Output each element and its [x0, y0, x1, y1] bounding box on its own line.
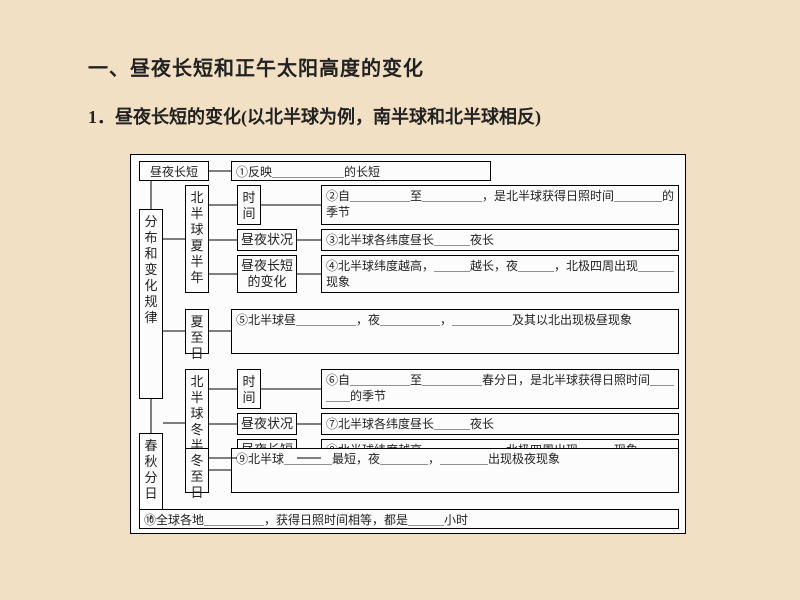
row-7: ⑦北半球各纬度昼长＿＿＿夜长: [321, 413, 679, 435]
node-distribution-rules: 分布和变化规律: [139, 209, 163, 399]
node-summer-solstice: 夏至日: [185, 309, 209, 354]
row-5: ⑤北半球昼＿＿＿＿＿，夜＿＿＿＿＿，＿＿＿＿＿及其以北出现极昼现象: [231, 309, 679, 354]
row-10: ⑩全球各地＿＿＿＿＿，获得日照时间相等，都是＿＿＿小时: [139, 509, 679, 529]
row-3: ③北半球各纬度昼长＿＿＿夜长: [321, 229, 679, 251]
flow-diagram: 昼夜长短 分布和变化规律 春秋分日 北半球夏半年 夏至日 北半球冬半年 冬至日 …: [130, 154, 686, 534]
section-title: 一、昼夜长短和正午太阳高度的变化: [88, 52, 728, 81]
node-status-2: 昼夜状况: [237, 413, 297, 435]
node-equinox: 春秋分日: [139, 433, 163, 515]
node-change-1: 昼夜长短的变化: [237, 255, 297, 293]
node-winter-solstice: 冬至日: [185, 448, 209, 493]
node-time-2: 时间: [237, 369, 261, 409]
row-2: ②自＿＿＿＿＿至＿＿＿＿＿，是北半球获得日照时间＿＿＿＿的季节: [321, 185, 679, 225]
node-time-1: 时间: [237, 185, 261, 225]
node-daynight: 昼夜长短: [139, 161, 209, 181]
row-4: ④北半球纬度越高，＿＿＿越长，夜＿＿＿，北极四周出现＿＿＿现象: [321, 255, 679, 293]
node-status-1: 昼夜状况: [237, 229, 297, 251]
row-6: ⑥自＿＿＿＿＿至＿＿＿＿＿春分日，是北半球获得日照时间＿＿＿＿的季节: [321, 369, 679, 409]
node-north-summer-half: 北半球夏半年: [185, 185, 209, 293]
subsection-title: 1．昼夜长短的变化(以北半球为例，南半球和北半球相反): [88, 103, 728, 129]
row-9: ⑨北半球＿＿＿＿最短，夜＿＿＿＿，＿＿＿＿出现极夜现象: [231, 448, 679, 493]
row-1: ①反映＿＿＿＿＿＿的长短: [231, 161, 491, 181]
